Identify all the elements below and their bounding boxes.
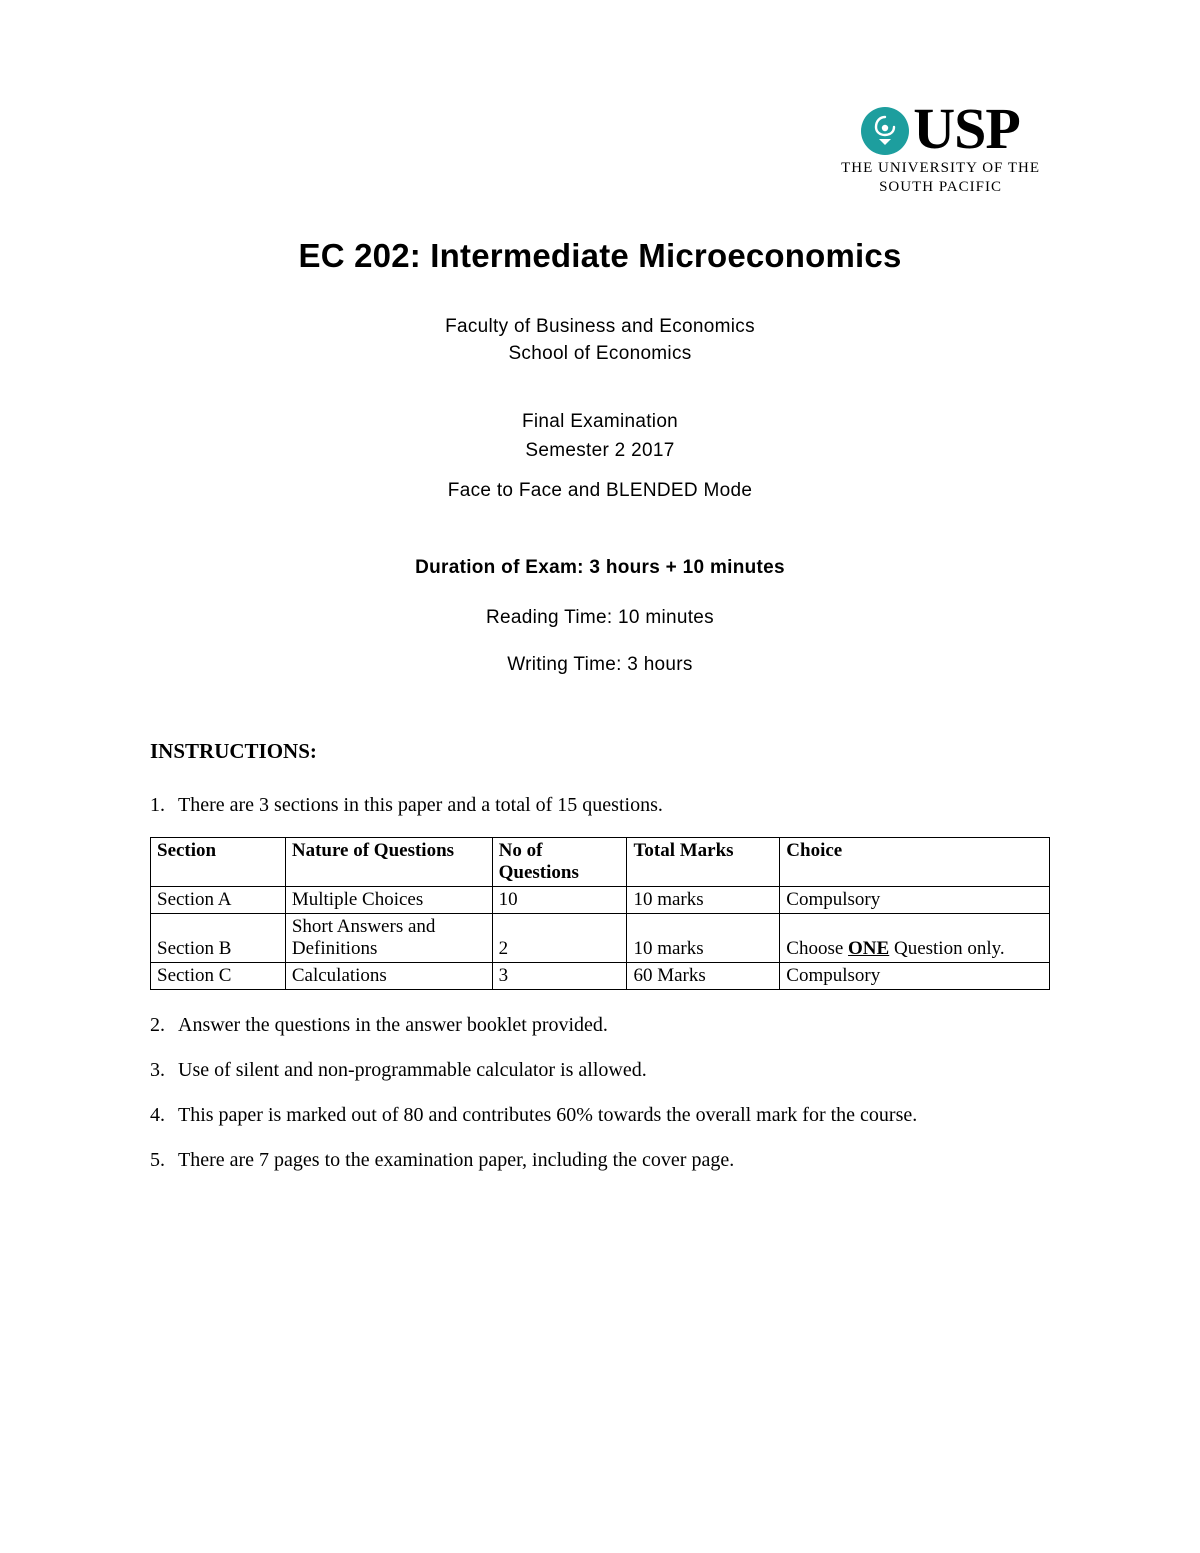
semester-line: Semester 2 2017 [150,437,1050,465]
cell-nature: Short Answers and Definitions [285,913,492,962]
cell-choice: Choose ONE Question only. [780,913,1050,962]
col-marks: Total Marks [627,837,780,886]
col-noq: No of Questions [492,837,627,886]
cell-noq: 3 [492,962,627,989]
instruction-text: This paper is marked out of 80 and contr… [178,1102,1050,1129]
duration-line: Duration of Exam: 3 hours + 10 minutes [150,554,1050,582]
choice-one: ONE [848,938,889,959]
mode-line: Face to Face and BLENDED Mode [150,477,1050,505]
cell-section: Section B [151,913,286,962]
instruction-text: There are 7 pages to the examination pap… [178,1147,1050,1174]
faculty: Faculty of Business and Economics [150,313,1050,341]
list-number: 2. [150,1012,172,1039]
instruction-1: 1. There are 3 sections in this paper an… [150,792,1050,819]
sections-table: Section Nature of Questions No of Questi… [150,837,1050,990]
instruction-4: 4. This paper is marked out of 80 and co… [150,1102,1050,1129]
instruction-5: 5. There are 7 pages to the examination … [150,1147,1050,1174]
cell-nature: Multiple Choices [285,886,492,913]
cell-marks: 60 Marks [627,962,780,989]
instruction-3: 3. Use of silent and non-programmable ca… [150,1057,1050,1084]
cell-noq: 10 [492,886,627,913]
col-choice: Choice [780,837,1050,886]
cell-marks: 10 marks [627,913,780,962]
cell-noq: 2 [492,913,627,962]
writing-time: Writing Time: 3 hours [150,651,1050,679]
cell-section: Section A [151,886,286,913]
usp-circle-icon [861,107,909,155]
instruction-text: Answer the questions in the answer bookl… [178,1012,1050,1039]
reading-time: Reading Time: 10 minutes [150,604,1050,632]
logo-abbr: USP [913,100,1020,158]
list-number: 1. [150,792,172,819]
list-number: 4. [150,1102,172,1129]
instructions-heading: INSTRUCTIONS: [150,739,1050,764]
cell-choice: Compulsory [780,886,1050,913]
logo-subtitle-1: THE UNIVERSITY OF THE [841,160,1040,177]
exam-line: Final Examination [150,408,1050,436]
instruction-text: There are 3 sections in this paper and a… [178,792,1050,819]
choice-post: Question only. [889,938,1004,959]
table-row: Section C Calculations 3 60 Marks Compul… [151,962,1050,989]
cell-choice: Compulsory [780,962,1050,989]
choice-pre: Choose [786,938,848,959]
cell-nature: Calculations [285,962,492,989]
cell-section: Section C [151,962,286,989]
faculty-block: Faculty of Business and Economics School… [150,313,1050,368]
instruction-2: 2. Answer the questions in the answer bo… [150,1012,1050,1039]
table-header-row: Section Nature of Questions No of Questi… [151,837,1050,886]
instruction-text: Use of silent and non-programmable calcu… [178,1057,1050,1084]
col-section: Section [151,837,286,886]
col-nature: Nature of Questions [285,837,492,886]
logo-region: USP THE UNIVERSITY OF THE SOUTH PACIFIC [150,100,1050,197]
list-number: 5. [150,1147,172,1174]
cell-marks: 10 marks [627,886,780,913]
usp-logo: USP THE UNIVERSITY OF THE SOUTH PACIFIC [841,100,1040,197]
logo-subtitle-2: SOUTH PACIFIC [841,179,1040,196]
table-row: Section B Short Answers and Definitions … [151,913,1050,962]
table-row: Section A Multiple Choices 10 10 marks C… [151,886,1050,913]
course-title: EC 202: Intermediate Microeconomics [150,237,1050,275]
school: School of Economics [150,340,1050,368]
list-number: 3. [150,1057,172,1084]
